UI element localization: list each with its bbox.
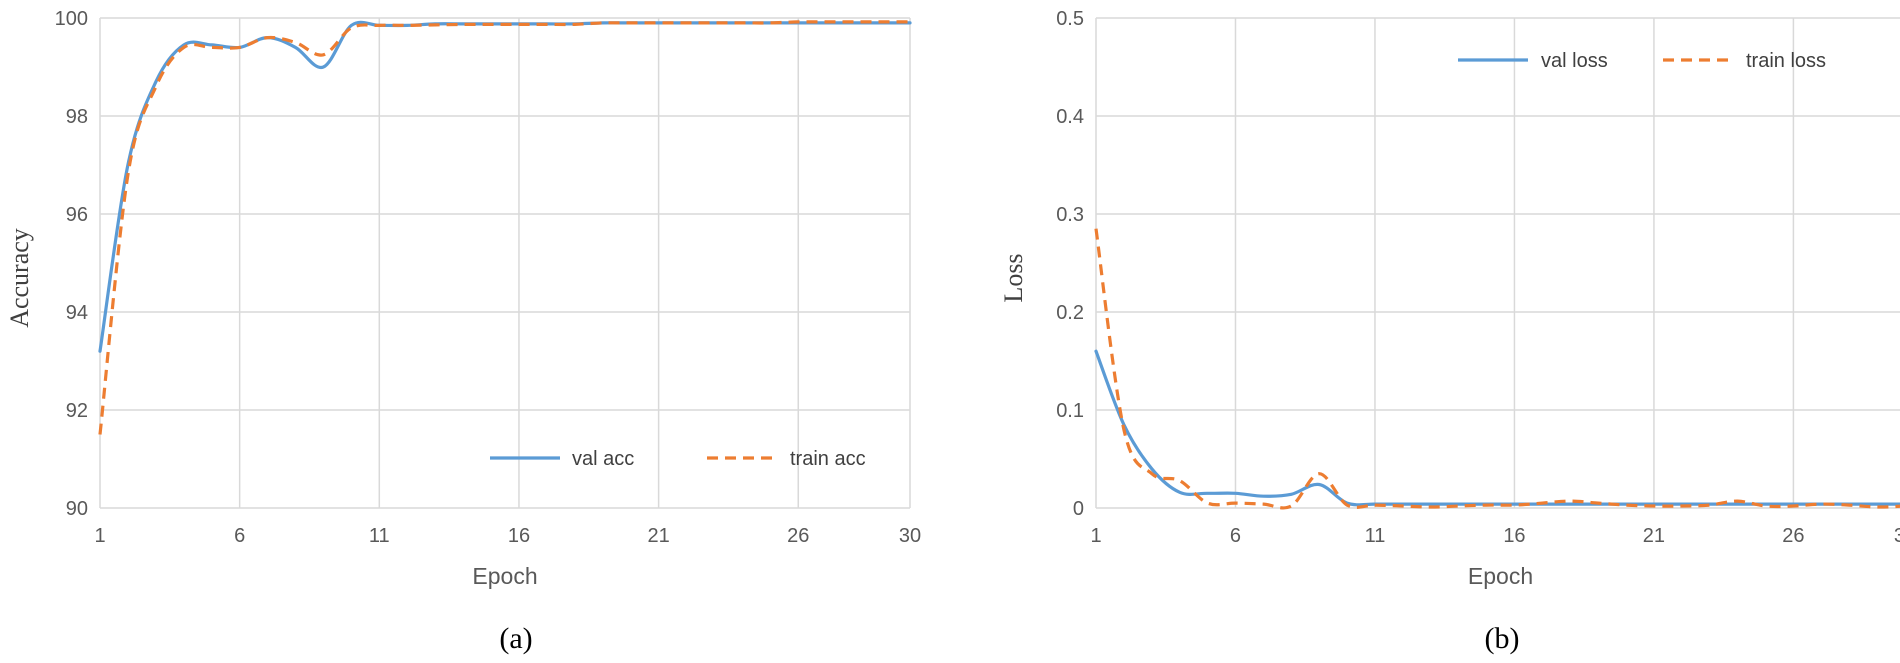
x-tick-label: 6 (234, 525, 245, 547)
y-tick-label: 96 (66, 204, 88, 226)
y-tick-label: 94 (66, 302, 88, 324)
x-axis-title: Epoch (472, 563, 537, 589)
legend-label: val loss (1541, 50, 1608, 72)
y-axis-title: Loss (999, 253, 1028, 302)
y-tick-label: 0.3 (1056, 204, 1084, 226)
x-axis-title: Epoch (1468, 563, 1533, 589)
y-tick-label: 98 (66, 106, 88, 128)
y-tick-label: 0.2 (1056, 302, 1084, 324)
x-tick-label: 21 (647, 525, 669, 547)
x-tick-label: 30 (1894, 525, 1900, 547)
y-axis-title: Accuracy (5, 228, 34, 328)
x-tick-label: 26 (787, 525, 809, 547)
y-tick-label: 0 (1073, 498, 1084, 520)
x-tick-label: 21 (1643, 525, 1665, 547)
x-tick-label: 6 (1230, 525, 1241, 547)
series-line-train-acc (98, 20, 910, 435)
loss-chart: 00.10.20.30.40.5161116212630EpochLossval… (999, 8, 1900, 655)
series-line-val-acc (98, 20, 912, 353)
legend-label: train acc (790, 448, 866, 470)
panel-caption: (b) (1485, 622, 1520, 655)
x-tick-label: 30 (899, 525, 921, 547)
y-tick-label: 90 (66, 498, 88, 520)
legend: val acc train acc (490, 448, 866, 470)
y-tick-label: 92 (66, 400, 88, 422)
legend-label: train loss (1746, 50, 1826, 72)
series-line-train-loss (1094, 228, 1900, 510)
x-tick-label: 16 (508, 525, 530, 547)
x-tick-label: 26 (1782, 525, 1804, 547)
x-tick-label: 1 (94, 525, 105, 547)
panel-caption: (a) (499, 622, 532, 655)
legend-label: val acc (572, 448, 634, 470)
y-tick-label: 0.5 (1056, 8, 1084, 30)
y-tick-label: 0.4 (1056, 106, 1084, 128)
x-tick-label: 1 (1090, 525, 1101, 547)
series-line-val-loss (1094, 349, 1900, 507)
legend: val loss train loss (1458, 50, 1826, 72)
x-tick-label: 16 (1503, 525, 1525, 547)
y-tick-label: 100 (55, 8, 88, 30)
x-tick-label: 11 (369, 525, 390, 547)
x-tick-label: 11 (1365, 525, 1386, 547)
y-tick-label: 0.1 (1056, 400, 1084, 422)
